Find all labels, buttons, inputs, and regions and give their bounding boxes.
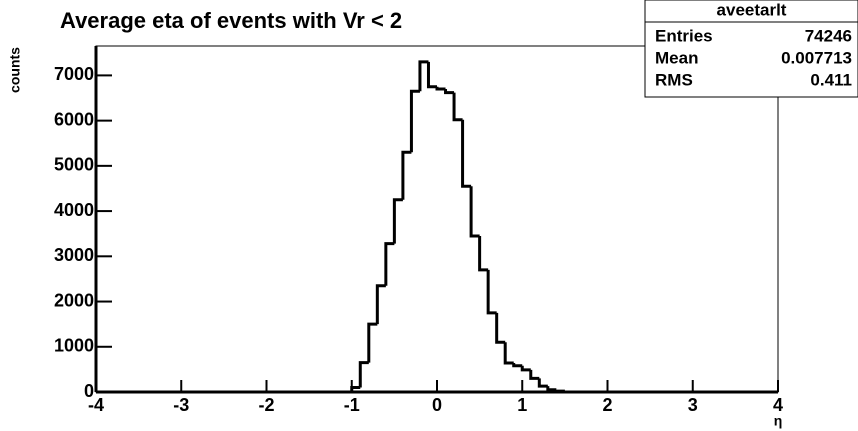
x-tick-label: -4 bbox=[88, 395, 104, 415]
histogram-bin bbox=[384, 242, 395, 286]
histogram-bin bbox=[426, 61, 437, 89]
y-tick-label: 5000 bbox=[54, 155, 94, 175]
histogram-bin bbox=[469, 186, 480, 238]
y-tick-label: 6000 bbox=[54, 109, 94, 129]
histogram-bin bbox=[367, 322, 378, 363]
stats-title: aveetarlt bbox=[717, 0, 787, 19]
histogram-bin bbox=[409, 89, 420, 153]
stats-label: Entries bbox=[655, 26, 713, 45]
histogram-bin bbox=[358, 361, 369, 388]
x-axis-label: η bbox=[774, 413, 783, 429]
histogram-bin bbox=[452, 92, 463, 122]
x-tick-label: 2 bbox=[602, 395, 612, 415]
histogram-bin bbox=[444, 88, 455, 95]
y-tick-label: 0 bbox=[84, 381, 94, 401]
y-tick-label: 2000 bbox=[54, 290, 94, 310]
x-tick-label: -1 bbox=[344, 395, 360, 415]
histogram-bin bbox=[503, 342, 514, 365]
stats-label: Mean bbox=[655, 48, 698, 67]
histogram-bin bbox=[512, 363, 523, 368]
y-tick-label: 1000 bbox=[54, 336, 94, 356]
stats-box bbox=[644, 0, 858, 98]
x-tick-label: 4 bbox=[773, 395, 783, 415]
x-tick-label: -3 bbox=[173, 395, 189, 415]
stats-value: 74246 bbox=[805, 26, 852, 45]
x-tick-label: 1 bbox=[517, 395, 527, 415]
chart-title: Average eta of events with Vr < 2 bbox=[60, 8, 402, 33]
histogram-bin bbox=[392, 198, 403, 244]
histogram-bin bbox=[375, 284, 386, 325]
y-axis-label: counts bbox=[7, 47, 23, 93]
histogram-bin bbox=[554, 389, 565, 393]
plot-frame bbox=[95, 45, 779, 393]
x-tick-label: -2 bbox=[258, 395, 274, 415]
histogram-bin bbox=[461, 119, 472, 188]
histogram-bin bbox=[546, 386, 557, 392]
histogram-bin bbox=[529, 369, 540, 380]
stats-value: 0.007713 bbox=[781, 48, 852, 67]
histogram-bin bbox=[478, 235, 489, 272]
histogram-bin bbox=[495, 312, 506, 344]
y-tick-label: 3000 bbox=[54, 245, 94, 265]
stats-label: RMS bbox=[655, 70, 693, 89]
histogram-bin bbox=[520, 365, 531, 372]
x-tick-label: 3 bbox=[688, 395, 698, 415]
histogram-bin bbox=[486, 269, 497, 315]
histogram-bin bbox=[418, 60, 429, 92]
x-tick-label: 0 bbox=[432, 395, 442, 415]
y-tick-label: 4000 bbox=[54, 200, 94, 220]
histogram-bin bbox=[401, 150, 412, 200]
y-tick-label: 7000 bbox=[54, 64, 94, 84]
stats-value: 0.411 bbox=[810, 70, 852, 89]
histogram-bin bbox=[435, 86, 446, 91]
histogram-bin bbox=[350, 385, 361, 392]
histogram-bin bbox=[537, 378, 548, 388]
